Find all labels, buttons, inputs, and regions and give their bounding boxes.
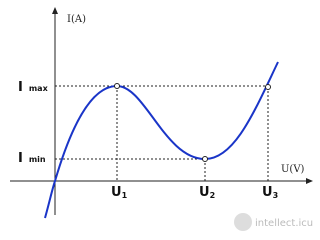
- valley-point: [202, 156, 208, 162]
- y-axis-label: I(A): [67, 14, 86, 25]
- peak-point: [114, 83, 120, 89]
- iv-curve: [44, 61, 279, 219]
- watermark: intellect.icu: [255, 218, 313, 229]
- u3-point: [265, 84, 271, 90]
- x-axis-label: U(V): [281, 164, 305, 175]
- watermark-logo: [234, 213, 252, 231]
- u1-label: U1: [111, 185, 128, 200]
- u2-label: U2: [199, 185, 215, 200]
- u3-label: U3: [262, 185, 278, 200]
